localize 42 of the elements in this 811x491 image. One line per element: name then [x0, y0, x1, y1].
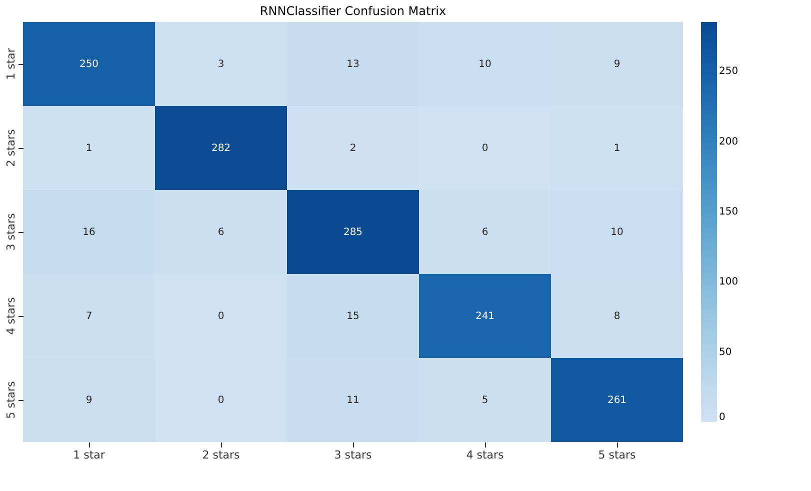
- x-tick-label: 4 stars: [466, 448, 504, 462]
- data-label: 11: [346, 395, 360, 406]
- data-label: 6: [482, 227, 488, 238]
- data-label: 6: [218, 227, 224, 238]
- y-tick-label: 4 stars: [4, 296, 18, 335]
- color-bar-label: 0: [719, 412, 726, 423]
- x-tick-label: 1 star: [73, 448, 106, 462]
- data-label: 3: [218, 59, 224, 70]
- data-label: 7: [86, 311, 92, 322]
- data-label: 285: [343, 227, 363, 238]
- data-label: 2: [350, 143, 356, 154]
- chart-title: RNNClassifier Confusion Matrix: [260, 4, 446, 18]
- data-label: 241: [475, 311, 495, 322]
- data-label: 13: [346, 59, 360, 70]
- y-tick-label: 5 stars: [4, 380, 18, 419]
- data-label: 16: [82, 227, 96, 238]
- data-label: 10: [610, 227, 624, 238]
- x-tick-label: 5 stars: [598, 448, 636, 462]
- data-label: 261: [607, 395, 627, 406]
- data-label: 10: [478, 59, 492, 70]
- data-label: 5: [482, 395, 488, 406]
- y-tick-label: 2 stars: [4, 128, 18, 167]
- color-bar-label: 100: [719, 276, 738, 288]
- x-tick-label: 2 stars: [202, 448, 240, 462]
- data-label: 0: [218, 395, 224, 406]
- color-bar-label: 200: [719, 136, 738, 148]
- data-label: 1: [86, 143, 92, 154]
- data-label: 9: [86, 395, 92, 406]
- color-bar-label: 250: [719, 66, 738, 78]
- color-bar-label: 150: [719, 206, 738, 218]
- color-bar-label: 50: [719, 346, 732, 358]
- y-tick-label: 1 star: [4, 48, 18, 80]
- data-label: 0: [482, 143, 488, 154]
- data-label: 282: [211, 143, 231, 154]
- x-tick-label: 3 stars: [334, 448, 372, 462]
- data-label: 1: [614, 143, 620, 154]
- y-tick-label: 3 stars: [4, 212, 18, 251]
- data-label: 0: [218, 311, 224, 322]
- data-label: 15: [346, 311, 360, 322]
- data-label: 9: [614, 59, 620, 70]
- data-label: 250: [79, 59, 99, 70]
- data-label: 8: [614, 311, 620, 322]
